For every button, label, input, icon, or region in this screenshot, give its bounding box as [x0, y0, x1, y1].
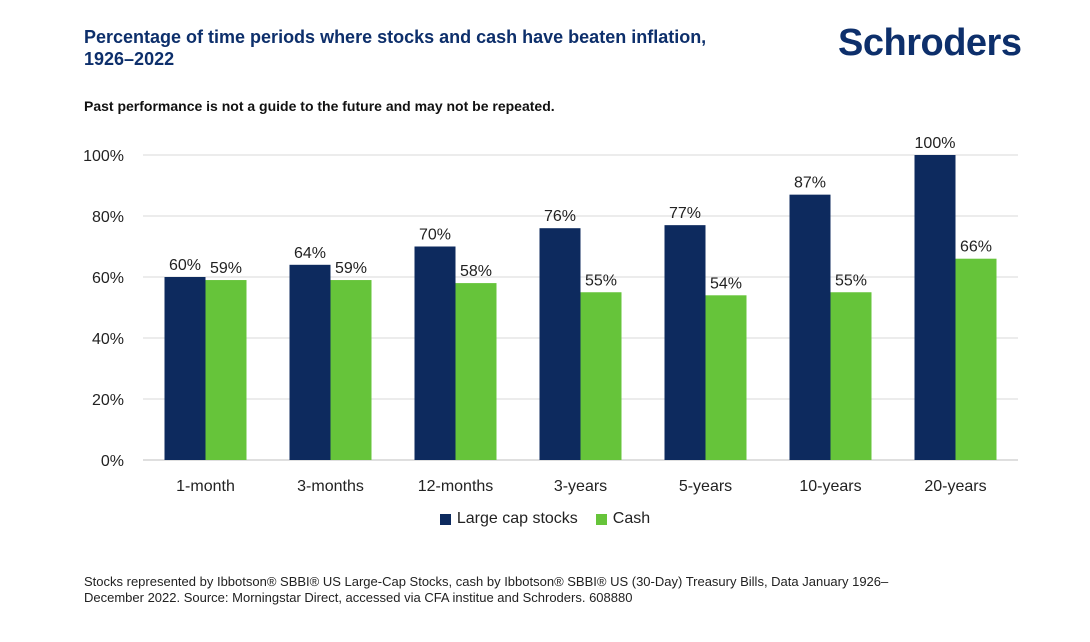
chart-legend: Large cap stocks Cash	[0, 510, 1090, 528]
bar-stocks	[289, 264, 331, 460]
bar-stocks	[664, 225, 706, 460]
bar-cash	[580, 292, 622, 460]
data-label: 76%	[544, 208, 576, 225]
legend-item-cash: Cash	[595, 510, 651, 528]
bar-stocks	[914, 155, 956, 460]
legend-swatch-stocks	[439, 513, 451, 525]
data-label: 64%	[294, 245, 326, 262]
data-label: 58%	[460, 263, 492, 280]
y-tick-label: 20%	[92, 392, 124, 409]
disclaimer-text: Past performance is not a guide to the f…	[84, 98, 555, 114]
legend-label-stocks: Large cap stocks	[456, 510, 578, 527]
bar-cash	[205, 280, 247, 460]
data-label: 55%	[585, 272, 617, 289]
bar-cash	[955, 258, 997, 460]
bar-cash	[455, 283, 497, 460]
bar-stocks	[414, 246, 456, 460]
bar-chart: 0% 20% 40% 60% 80% 100% 60% 59% 1-month 64% 59% 3-m…	[83, 135, 1018, 495]
y-tick-label: 40%	[92, 331, 124, 348]
x-tick-label: 3-months	[297, 478, 364, 495]
x-tick-label: 3-years	[554, 478, 607, 495]
data-label: 87%	[794, 175, 826, 192]
data-label: 60%	[169, 257, 201, 274]
bar-stocks	[789, 194, 831, 460]
legend-label-cash: Cash	[612, 510, 651, 527]
x-tick-label: 20-years	[924, 478, 986, 495]
data-label: 66%	[960, 239, 992, 256]
chart-title-line-1: Percentage of time periods where stocks …	[84, 27, 707, 47]
bar-stocks	[164, 277, 206, 460]
legend-swatch-cash	[595, 513, 607, 525]
data-label: 59%	[210, 260, 242, 277]
bar-cash	[830, 292, 872, 460]
x-tick-label: 1-month	[176, 478, 235, 495]
bar-cash	[705, 295, 747, 460]
data-label: 77%	[669, 205, 701, 222]
y-tick-label: 80%	[92, 209, 124, 226]
chart-title: Percentage of time periods where stocks …	[84, 26, 784, 70]
footnote-line-2: December 2022. Source: Morningstar Direc…	[84, 590, 633, 605]
data-label: 54%	[710, 275, 742, 292]
y-tick-label: 60%	[92, 270, 124, 287]
bar-cash	[330, 280, 372, 460]
x-tick-label: 10-years	[799, 478, 861, 495]
data-label: 59%	[335, 260, 367, 277]
source-footnote: Stocks represented by Ibbotson® SBBI® US…	[84, 574, 1004, 606]
data-label: 100%	[915, 135, 956, 152]
y-tick-label: 0%	[101, 453, 124, 470]
schroders-logo: Schroders	[838, 22, 1022, 64]
data-label: 70%	[419, 227, 451, 244]
y-tick-label: 100%	[83, 148, 124, 165]
bar-stocks	[539, 228, 581, 460]
x-tick-label: 5-years	[679, 478, 732, 495]
chart-title-line-2: 1926–2022	[84, 49, 175, 69]
footnote-line-1: Stocks represented by Ibbotson® SBBI® US…	[84, 574, 889, 589]
data-label: 55%	[835, 272, 867, 289]
legend-item-stocks: Large cap stocks	[439, 510, 578, 528]
x-tick-label: 12-months	[418, 478, 494, 495]
